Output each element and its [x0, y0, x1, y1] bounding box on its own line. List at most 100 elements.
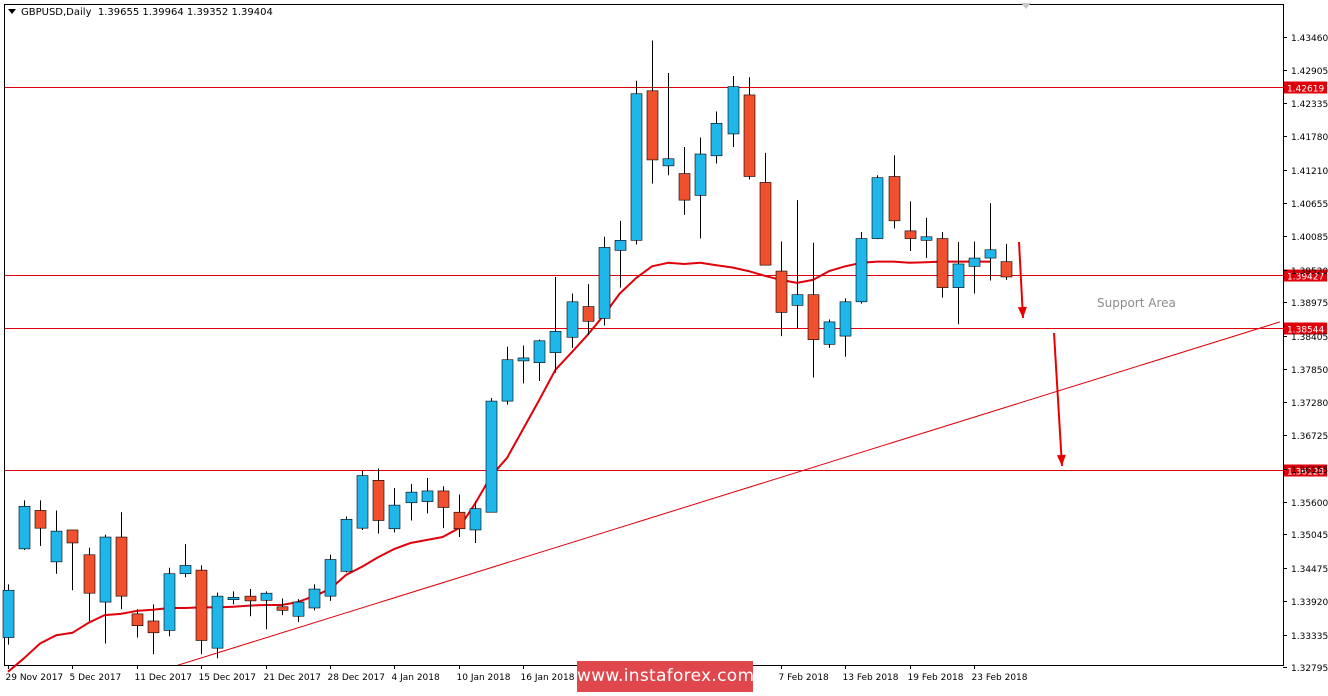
- y-tick-label-6: 1.40085: [1291, 233, 1328, 243]
- candle-42: [678, 146, 691, 215]
- candle-body-bull: [179, 565, 192, 574]
- time-axis: 29 Nov 2017 5 Dec 2017 11 Dec 2017 15 Dec 2…: [6, 665, 1028, 683]
- y-tick-label-7: 1.39520: [1291, 267, 1328, 277]
- candle-body-bull: [984, 249, 997, 259]
- candle-5: [83, 547, 96, 621]
- y-tick-label-14: 1.35600: [1291, 499, 1328, 509]
- candle-body-bull: [598, 247, 611, 319]
- candle-body-bull: [485, 400, 498, 513]
- y-tick-label-15: 1.35045: [1291, 531, 1328, 541]
- candle-body-bull: [727, 86, 740, 135]
- candle-body-bull: [662, 158, 675, 167]
- watermark-banner: www.instaforex.com: [577, 661, 754, 692]
- candle-body-bull: [163, 573, 176, 631]
- arrow-shaft: [1018, 241, 1024, 319]
- candle-body-bear: [582, 306, 595, 322]
- candle-9: [147, 604, 160, 655]
- candle-4: [66, 529, 79, 591]
- candle-38: [614, 220, 627, 288]
- candle-body-bull: [501, 359, 514, 402]
- symbol-label: GBPUSD,Daily: [21, 7, 92, 18]
- candle-45: [727, 76, 740, 147]
- plot-border: [4, 4, 1284, 666]
- candle-36: [582, 284, 595, 335]
- candle-49: [791, 200, 804, 329]
- level-label-1: 1.39427: [1287, 273, 1324, 283]
- x-tick-label-12: 23 Feb 2018: [972, 673, 1028, 683]
- candle-body-bull: [791, 294, 804, 306]
- candle-1: [18, 500, 31, 551]
- candle-body-bull: [517, 357, 530, 362]
- candle-10: [163, 567, 176, 637]
- arrows-layer: [1017, 241, 1066, 467]
- y-tick-label-17: 1.33920: [1291, 598, 1328, 608]
- trendline-layer: [176, 321, 1281, 665]
- candle-body-bear: [775, 270, 788, 313]
- ohlc-values: 1.39655 1.39964 1.39352 1.39404: [97, 7, 273, 18]
- candle-18: [292, 599, 305, 623]
- candle-23: [372, 468, 385, 534]
- candle-body-bull: [694, 153, 707, 196]
- candle-16: [260, 591, 273, 630]
- x-tick-label-8: 16 Jan 2018: [521, 673, 575, 683]
- candle-body-bull: [2, 589, 15, 638]
- x-tick-label-7: 10 Jan 2018: [457, 673, 511, 683]
- candle-body-bear: [888, 176, 901, 222]
- candle-12: [195, 565, 208, 655]
- chart-shift-marker-icon[interactable]: [1021, 3, 1031, 9]
- y-tick-label-1: 1.42905: [1291, 67, 1328, 77]
- candle-body-bear: [195, 569, 208, 641]
- level-label-0: 1.42619: [1287, 85, 1324, 95]
- candle-30: [485, 398, 498, 513]
- candle-body-bull: [630, 93, 643, 241]
- x-tick-label-2: 11 Dec 2017: [135, 673, 193, 683]
- candle-body-bear: [904, 230, 917, 239]
- candle-54: [871, 175, 884, 240]
- candle-40: [646, 40, 659, 184]
- candle-17: [276, 598, 289, 616]
- candle-39: [630, 80, 643, 245]
- candle-44: [710, 111, 723, 164]
- menu-triangle-icon[interactable]: [8, 9, 16, 14]
- candle-body-bear: [437, 490, 450, 508]
- candle-body-bull: [211, 595, 224, 649]
- candle-2: [34, 500, 47, 546]
- candle-51: [823, 319, 836, 348]
- candle-body-bull: [533, 340, 546, 363]
- candle-body-bear: [115, 536, 128, 597]
- candle-7: [115, 512, 128, 610]
- y-tick-label-13: 1.36155: [1291, 466, 1328, 476]
- candle-body-bear: [244, 595, 257, 602]
- candle-6: [99, 534, 112, 644]
- y-tick-label-12: 1.36725: [1291, 432, 1328, 442]
- level-label-bg-3: [1284, 464, 1327, 477]
- candles-layer: [2, 40, 1013, 659]
- x-tick-label-0: 29 Nov 2017: [6, 673, 64, 683]
- candle-body-bear: [678, 173, 691, 201]
- candle-body-bull: [50, 530, 63, 563]
- candle-body-bull: [871, 177, 884, 239]
- arrow-down-2: [1053, 332, 1066, 467]
- candle-56: [904, 201, 917, 251]
- candle-body-bull: [324, 559, 337, 597]
- candle-35: [566, 293, 579, 348]
- candle-50: [807, 242, 820, 378]
- candle-body-bull: [292, 601, 305, 617]
- arrow-shaft: [1053, 332, 1063, 467]
- level-label-2: 1.38544: [1287, 326, 1324, 336]
- x-tick-label-1: 5 Dec 2017: [70, 673, 122, 683]
- candle-body-bull: [308, 588, 321, 609]
- candle-37: [598, 236, 611, 326]
- candle-52: [839, 298, 852, 357]
- chart-header: GBPUSD,Daily 1.39655 1.39964 1.39352 1.3…: [8, 7, 273, 18]
- arrow-head: [1017, 306, 1027, 318]
- candle-46: [743, 77, 756, 180]
- y-tick-label-16: 1.34475: [1291, 565, 1328, 575]
- candle-body-bear: [147, 620, 160, 634]
- candle-28: [453, 494, 466, 538]
- candle-body-bull: [227, 597, 240, 600]
- candle-14: [227, 591, 240, 605]
- candle-body-bull: [952, 263, 965, 288]
